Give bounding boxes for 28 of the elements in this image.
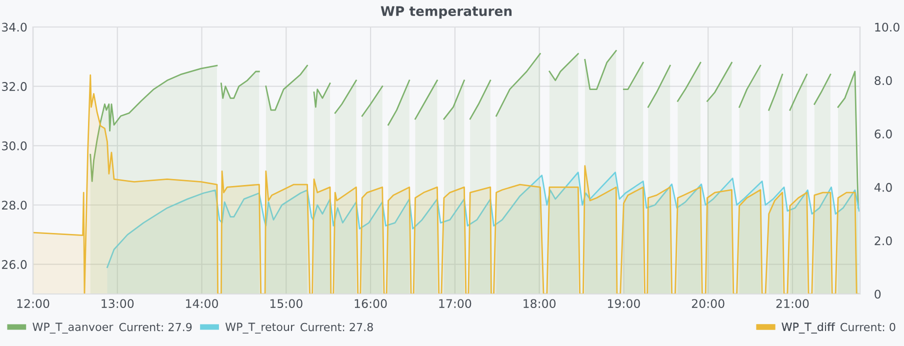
y-tick-label: 32.0	[2, 82, 27, 91]
x-tick-label: 21:00	[776, 299, 809, 308]
text: Current: 0	[840, 322, 896, 332]
legend-label: WP_T_retour	[225, 322, 295, 334]
x-tick-label: 18:00	[524, 299, 556, 308]
y2-tick-label: 4.0	[874, 182, 892, 192]
x-tick-label: 14:00	[186, 299, 218, 308]
x-tick-label: 16:00	[354, 299, 387, 308]
text: Current: 27.8	[300, 322, 373, 332]
y2-tick-label: 10.0	[875, 22, 900, 32]
x-tick-label: 15:00	[270, 299, 302, 308]
y-tick-label: 26.0	[2, 260, 27, 269]
legend-label: WP_T_diff	[782, 322, 836, 334]
y-tick-label: 30.0	[2, 141, 27, 150]
x-tick-label: 20:00	[692, 299, 724, 308]
x-tick-label: 13:00	[102, 299, 134, 308]
x-tick-label: 12:00	[17, 299, 50, 308]
y-tick-label: 28.0	[2, 200, 27, 210]
text: Current: 27.9	[119, 322, 192, 332]
y2-tick-label: 0	[874, 290, 881, 299]
chart-title: WP temperaturen	[380, 6, 512, 19]
y2-tick-label: 8.0	[874, 76, 892, 86]
y-tick-label: 34.0	[2, 22, 27, 32]
x-tick-label: 19:00	[608, 299, 640, 308]
y2-tick-label: 6.0	[874, 130, 892, 138]
x-tick-label: 17:00	[439, 299, 472, 308]
y2-tick-label: 2.0	[874, 236, 892, 246]
legend-label: WP_T_aanvoer	[32, 322, 114, 334]
